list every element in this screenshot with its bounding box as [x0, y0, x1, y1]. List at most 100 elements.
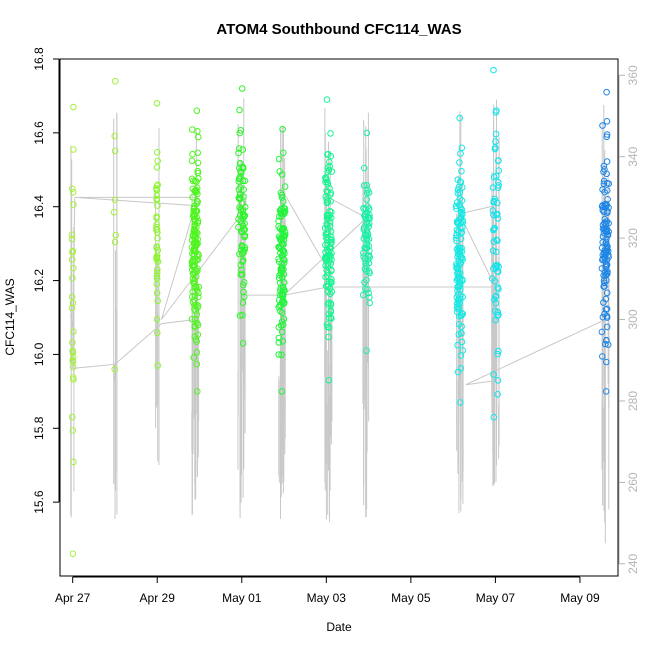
data-point: [276, 271, 283, 279]
data-point: [458, 211, 466, 218]
data-point: [601, 283, 608, 290]
data-point: [70, 264, 77, 272]
data-point: [278, 309, 286, 317]
data-point: [323, 96, 331, 103]
data-point: [495, 347, 502, 355]
altitude-line-layer: [70, 98, 610, 544]
data-point: [111, 196, 119, 204]
data-point: [153, 182, 161, 189]
y2-tick-label: 300: [626, 309, 640, 329]
data-point: [277, 210, 285, 217]
data-point: [365, 289, 373, 297]
data-point: [495, 179, 502, 186]
data-point: [455, 331, 463, 338]
data-point: [193, 207, 201, 215]
data-point: [281, 183, 289, 190]
data-point: [68, 304, 76, 312]
data-point: [69, 374, 77, 381]
y-tick-label: 16.4: [32, 195, 46, 219]
data-point: [192, 307, 199, 315]
data-point: [494, 350, 501, 358]
data-point: [70, 201, 77, 208]
data-point: [494, 377, 502, 384]
data-point: [599, 353, 606, 360]
data-point: [599, 186, 606, 193]
data-point: [458, 338, 466, 346]
chart-title: ATOM4 Southbound CFC114_WAS: [216, 21, 461, 38]
data-point: [360, 226, 368, 233]
data-point: [603, 131, 611, 138]
data-point: [454, 228, 462, 235]
data-point: [603, 277, 610, 284]
data-point: [366, 269, 373, 277]
data-point: [193, 360, 201, 368]
data-point: [235, 149, 242, 157]
data-point: [194, 167, 201, 175]
data-point: [235, 145, 243, 152]
data-point: [323, 254, 331, 262]
data-point: [603, 158, 611, 165]
data-point: [493, 107, 500, 114]
data-point: [364, 286, 371, 293]
data-point: [363, 129, 371, 137]
data-point: [327, 290, 334, 298]
data-point: [237, 207, 245, 214]
data-point: [490, 371, 497, 378]
data-point: [489, 184, 497, 191]
data-point: [456, 244, 464, 252]
data-point: [598, 328, 606, 336]
data-point: [324, 241, 331, 249]
data-point: [239, 257, 247, 264]
data-point: [599, 239, 607, 246]
data-point: [275, 217, 282, 225]
data-point: [154, 202, 161, 209]
y-tick-label: 16.6: [32, 121, 46, 145]
data-point: [600, 229, 608, 237]
y2-tick-label: 260: [626, 472, 640, 492]
data-point: [275, 339, 283, 346]
data-point: [190, 227, 198, 235]
data-point: [604, 196, 611, 203]
data-point: [153, 187, 161, 194]
data-point: [70, 458, 77, 466]
data-point: [327, 189, 335, 197]
data-point: [154, 362, 161, 369]
data-point: [194, 331, 202, 339]
data-point: [456, 114, 464, 122]
y2-tick-label: 320: [626, 228, 640, 248]
data-point: [327, 198, 334, 205]
data-point: [494, 215, 502, 222]
plot-frame: [59, 58, 619, 577]
data-point: [599, 122, 606, 129]
data-point: [280, 225, 288, 232]
data-point: [238, 85, 246, 92]
x-tick-label: Apr 27: [55, 591, 91, 605]
data-point: [275, 323, 283, 331]
data-point: [191, 322, 198, 330]
data-point: [363, 196, 371, 203]
data-point: [69, 274, 76, 282]
data-point: [237, 127, 245, 134]
y2-tick-label: 280: [626, 391, 640, 411]
data-point: [458, 184, 466, 191]
y-tick-label: 15.8: [32, 416, 46, 440]
data-point: [361, 164, 368, 172]
data-point: [236, 195, 244, 203]
data-point: [491, 296, 498, 303]
data-point: [599, 313, 607, 321]
data-point: [281, 299, 288, 306]
data-point: [603, 289, 611, 297]
data-point: [325, 314, 333, 322]
data-point: [236, 164, 243, 172]
data-point: [458, 229, 465, 237]
data-point: [154, 247, 162, 254]
data-point: [69, 189, 77, 196]
data-point: [69, 413, 76, 421]
data-point: [279, 125, 286, 133]
data-point: [69, 299, 77, 307]
data-point: [240, 288, 247, 296]
data-point: [602, 306, 610, 313]
data-point: [365, 205, 373, 213]
data-point: [491, 224, 499, 232]
data-point: [452, 202, 460, 210]
